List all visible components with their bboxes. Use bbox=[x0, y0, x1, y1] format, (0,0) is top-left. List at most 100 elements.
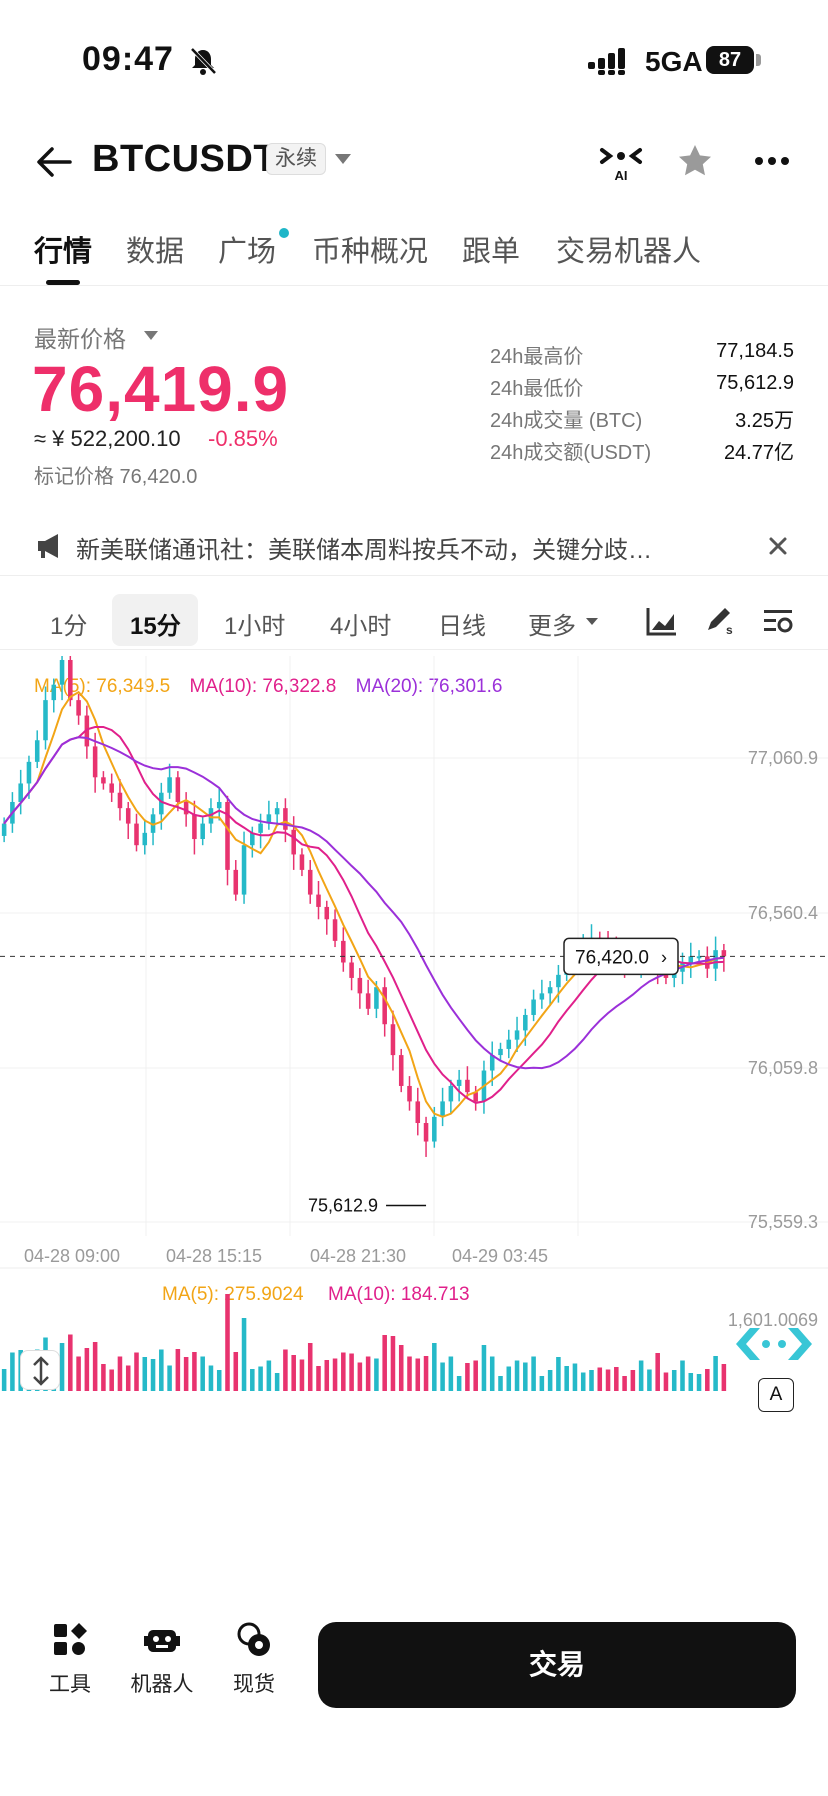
x-tick-label: 04-29 03:45 bbox=[452, 1246, 548, 1266]
interval-15m[interactable]: 15分 bbox=[130, 613, 181, 640]
volume-bar bbox=[192, 1352, 197, 1391]
volume-bar bbox=[539, 1376, 545, 1391]
interval-more[interactable]: 更多 bbox=[528, 613, 576, 640]
volume-bar bbox=[216, 1370, 222, 1391]
volume-legend-ma10: MA(10): 184.713 bbox=[328, 1284, 470, 1305]
robot-nav-item[interactable]: 机器人 bbox=[122, 1618, 202, 1708]
candle-body bbox=[539, 993, 545, 1000]
candle-body bbox=[514, 1030, 520, 1040]
volume-bar bbox=[448, 1356, 454, 1391]
candle-body bbox=[159, 792, 164, 815]
volume-bar bbox=[688, 1373, 694, 1391]
candle-body bbox=[349, 962, 354, 978]
volume-bar bbox=[274, 1373, 280, 1391]
price-change: -0.85% bbox=[208, 426, 278, 451]
candle-body bbox=[407, 1085, 412, 1102]
network-label: 5GA bbox=[645, 46, 703, 77]
interval-more-caret-icon[interactable] bbox=[586, 618, 598, 625]
candle-body bbox=[307, 869, 313, 895]
news-headline[interactable]: 新美联储通讯社：美联储本周料按兵不动，关键分歧… bbox=[76, 537, 652, 564]
interval-1d[interactable]: 日线 bbox=[438, 613, 486, 640]
volume-bar bbox=[307, 1343, 313, 1391]
stat-label-turnover: 24h成交额(USDT) bbox=[490, 442, 652, 464]
candle-body bbox=[382, 987, 387, 1025]
candle-body bbox=[68, 659, 73, 701]
favorite-star-icon[interactable] bbox=[676, 142, 714, 180]
candlestick-chart[interactable]: 77,561.477,060.976,560.476,059.875,559.3… bbox=[0, 656, 828, 1416]
close-icon[interactable] bbox=[766, 534, 790, 558]
candle-body bbox=[92, 746, 98, 778]
drawing-tools-icon[interactable]: s bbox=[704, 606, 736, 636]
interval-1m[interactable]: 1分 bbox=[50, 613, 88, 640]
active-tab-indicator bbox=[46, 280, 80, 285]
volume-bar bbox=[167, 1365, 172, 1391]
symbol-title[interactable]: BTCUSDT bbox=[92, 138, 278, 180]
tab-copy-trading[interactable]: 跟单 bbox=[462, 236, 521, 268]
tab-market[interactable]: 行情 bbox=[34, 236, 93, 268]
volume-bar bbox=[506, 1366, 512, 1391]
candle-body bbox=[1, 823, 7, 836]
symbol-dropdown-icon[interactable] bbox=[335, 154, 351, 164]
volume-bar bbox=[134, 1352, 139, 1391]
candle-body bbox=[448, 1085, 454, 1102]
candle-body bbox=[688, 956, 694, 963]
candle-body bbox=[258, 823, 263, 833]
volume-bar bbox=[200, 1356, 205, 1391]
svg-text:s: s bbox=[726, 623, 733, 636]
candle-body bbox=[76, 700, 81, 716]
spot-nav-item[interactable]: 现货 bbox=[214, 1618, 294, 1708]
ma10-legend: MA(10): 76,322.8 bbox=[189, 676, 337, 697]
volume-bar bbox=[630, 1370, 636, 1391]
active-interval-highlight bbox=[112, 594, 198, 646]
auto-scale-button[interactable]: A bbox=[758, 1378, 794, 1412]
volume-bar bbox=[423, 1356, 429, 1391]
tab-data[interactable]: 数据 bbox=[126, 236, 185, 268]
volume-bar bbox=[324, 1360, 330, 1391]
stat-value-turnover: 24.77亿 bbox=[723, 442, 794, 464]
tab-trading-bots[interactable]: 交易机器人 bbox=[556, 236, 702, 268]
volume-bar bbox=[638, 1360, 644, 1391]
news-ticker[interactable]: 新美联储通讯社：美联储本周料按兵不动，关键分歧… bbox=[0, 520, 828, 576]
volume-bar bbox=[250, 1369, 255, 1391]
tools-grid-icon bbox=[54, 1623, 87, 1655]
interval-4h[interactable]: 4小时 bbox=[330, 613, 392, 640]
volume-bar bbox=[713, 1356, 718, 1391]
candle-body bbox=[192, 814, 197, 840]
chart-resize-button[interactable] bbox=[20, 1350, 60, 1390]
stat-value-low: 75,612.9 bbox=[716, 372, 794, 394]
tab-square-notification-dot bbox=[279, 228, 289, 238]
candle-body bbox=[142, 832, 148, 846]
tab-square[interactable]: 广场 bbox=[218, 236, 277, 268]
volume-bar bbox=[605, 1369, 611, 1391]
back-arrow-icon[interactable] bbox=[34, 142, 74, 182]
candle-body bbox=[423, 1123, 429, 1142]
candle-body bbox=[547, 987, 553, 994]
volume-bar bbox=[125, 1365, 131, 1391]
candle-body bbox=[365, 993, 371, 1009]
volume-bar bbox=[349, 1353, 354, 1391]
volume-bar bbox=[663, 1372, 669, 1391]
latest-price-label[interactable]: 最新价格 bbox=[34, 326, 126, 352]
tab-coin-overview[interactable]: 币种概况 bbox=[312, 236, 429, 268]
current-price-box bbox=[563, 937, 679, 976]
candle-body bbox=[440, 1101, 445, 1117]
chart-type-icon[interactable] bbox=[646, 606, 678, 636]
price-type-dropdown-icon[interactable] bbox=[144, 331, 158, 340]
ai-assistant-icon[interactable]: AI bbox=[598, 140, 644, 184]
volume-bar bbox=[655, 1353, 660, 1391]
volume-bar bbox=[456, 1376, 462, 1391]
volume-bar bbox=[721, 1364, 727, 1391]
volume-bar bbox=[589, 1370, 594, 1391]
candle-body bbox=[59, 659, 65, 685]
volume-bar bbox=[332, 1358, 338, 1391]
stat-value-high: 77,184.5 bbox=[716, 340, 794, 362]
tools-nav-item[interactable]: 工具 bbox=[30, 1618, 110, 1708]
more-options-icon[interactable] bbox=[754, 156, 790, 166]
candle-body bbox=[291, 829, 296, 855]
candle-body bbox=[101, 777, 106, 784]
volume-bar bbox=[159, 1349, 164, 1391]
candle-body bbox=[523, 1014, 528, 1031]
indicator-settings-icon[interactable] bbox=[762, 606, 794, 636]
interval-1h[interactable]: 1小时 bbox=[224, 613, 286, 640]
trade-button[interactable]: 交易 bbox=[318, 1622, 796, 1708]
